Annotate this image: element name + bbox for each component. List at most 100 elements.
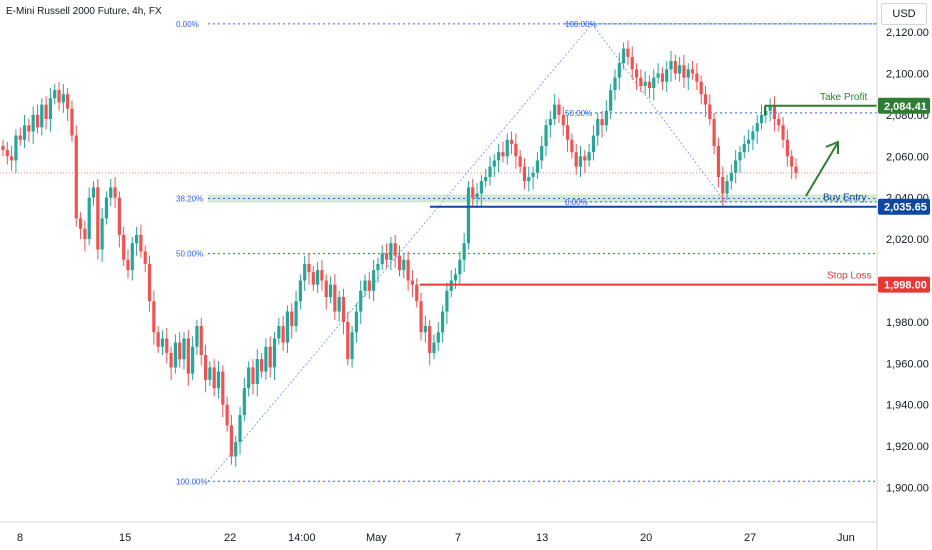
price-label-value: 2,084.41 [884, 101, 927, 113]
x-axis-ticks[interactable]: 8 15 22 14:00 May 7 13 20 27 Jun [17, 532, 855, 544]
candle-body [169, 352, 173, 368]
candle-body [238, 415, 242, 442]
candle-body [104, 197, 109, 219]
candle-body [440, 311, 445, 333]
candle-body [156, 332, 160, 347]
candle-body [522, 166, 527, 182]
candle-body [652, 77, 656, 88]
candle-body [264, 346, 268, 372]
candle-body [27, 125, 31, 132]
candle-body [596, 119, 600, 136]
candle-body [307, 263, 311, 273]
candle-body [143, 251, 147, 264]
candle-body [70, 108, 74, 136]
currency-selector[interactable]: USD [881, 3, 927, 25]
y-tick-label: 1,980.00 [886, 317, 929, 329]
candle-body [10, 156, 14, 161]
candle-body [415, 284, 419, 302]
fib2-level-label: 0.00% [565, 198, 588, 207]
candle-body [790, 156, 794, 167]
candle-body [445, 290, 449, 312]
candle-body [794, 166, 798, 173]
candle-body [630, 56, 634, 70]
candle-body [535, 160, 540, 173]
x-tick-label: 27 [744, 532, 756, 544]
candle-body [285, 311, 290, 343]
x-tick-label: 7 [455, 532, 461, 544]
candle-body [501, 152, 505, 157]
price-label-box [878, 198, 930, 215]
candle-body [531, 172, 535, 177]
candle-body [471, 187, 475, 198]
candle-body [712, 119, 716, 146]
candle-body [320, 270, 324, 281]
candle-body [1, 145, 5, 151]
candle-body [61, 94, 65, 103]
fib1-level-label: 50.00% [176, 250, 203, 259]
fib2-level-label: 100.00% [565, 20, 597, 29]
candle-body [298, 280, 302, 302]
candle-body [505, 139, 509, 157]
y-tick-label: 2,020.00 [886, 234, 929, 246]
candle-body [587, 152, 591, 161]
candle-body [139, 234, 143, 252]
candle-body [690, 69, 695, 74]
candle-body [74, 135, 78, 219]
fib1-level-label: 38.20% [176, 195, 203, 204]
x-tick-label: 22 [224, 532, 236, 544]
candle-body [591, 135, 596, 153]
candle-body [251, 367, 255, 384]
candle-body [341, 297, 346, 322]
candle-body [333, 284, 337, 312]
x-tick-label: 20 [640, 532, 652, 544]
chart-title: E-Mini Russell 2000 Future, 4h, FX [6, 6, 162, 17]
candle-body [57, 90, 61, 103]
candle-body [380, 253, 384, 264]
candle-body [135, 234, 139, 244]
candlestick-series [1, 40, 798, 467]
candle-body [44, 104, 48, 120]
candle-body [656, 73, 660, 78]
candle-body [376, 263, 380, 271]
fib1-level-label: 0.00% [176, 20, 199, 29]
candle-body [5, 150, 9, 157]
candle-body [768, 106, 772, 111]
candle-body [561, 114, 565, 126]
candle-body [759, 114, 764, 124]
candle-body [734, 160, 738, 173]
candle-body [665, 69, 669, 82]
price-label-value: 2,035.65 [884, 202, 927, 214]
candle-body [31, 114, 35, 132]
candle-body [402, 259, 406, 271]
candle-body [406, 259, 410, 281]
candle-body [570, 139, 574, 153]
candle-body [195, 326, 199, 347]
y-axis-ticks[interactable]: 1,900.00 1,920.00 1,940.00 1,960.00 1,980.00… [886, 0, 929, 494]
candle-body [574, 152, 578, 167]
candle-body [18, 135, 22, 140]
y-tick-label: 1,900.00 [886, 483, 929, 495]
candle-body [247, 367, 251, 389]
candle-body [53, 90, 57, 99]
candle-body [639, 77, 643, 86]
candle-body [488, 166, 492, 177]
candle-body [14, 135, 18, 161]
fib2-level-label: 50.00% [565, 109, 592, 118]
candle-body [178, 342, 182, 360]
candle-body [604, 110, 608, 126]
projection-arrowhead [825, 140, 839, 154]
candle-body [48, 98, 53, 120]
fib1-zone [208, 194, 877, 203]
candle-body [346, 321, 350, 360]
candle-body [703, 94, 708, 105]
candle-body [173, 342, 177, 368]
fib1-trendline [207, 23, 593, 482]
candle-body [221, 371, 225, 405]
x-tick-label: 15 [119, 532, 131, 544]
candle-body [216, 371, 221, 389]
candle-body [548, 119, 552, 126]
candle-body [475, 193, 479, 198]
candle-body [647, 81, 652, 88]
candle-body [255, 359, 259, 384]
